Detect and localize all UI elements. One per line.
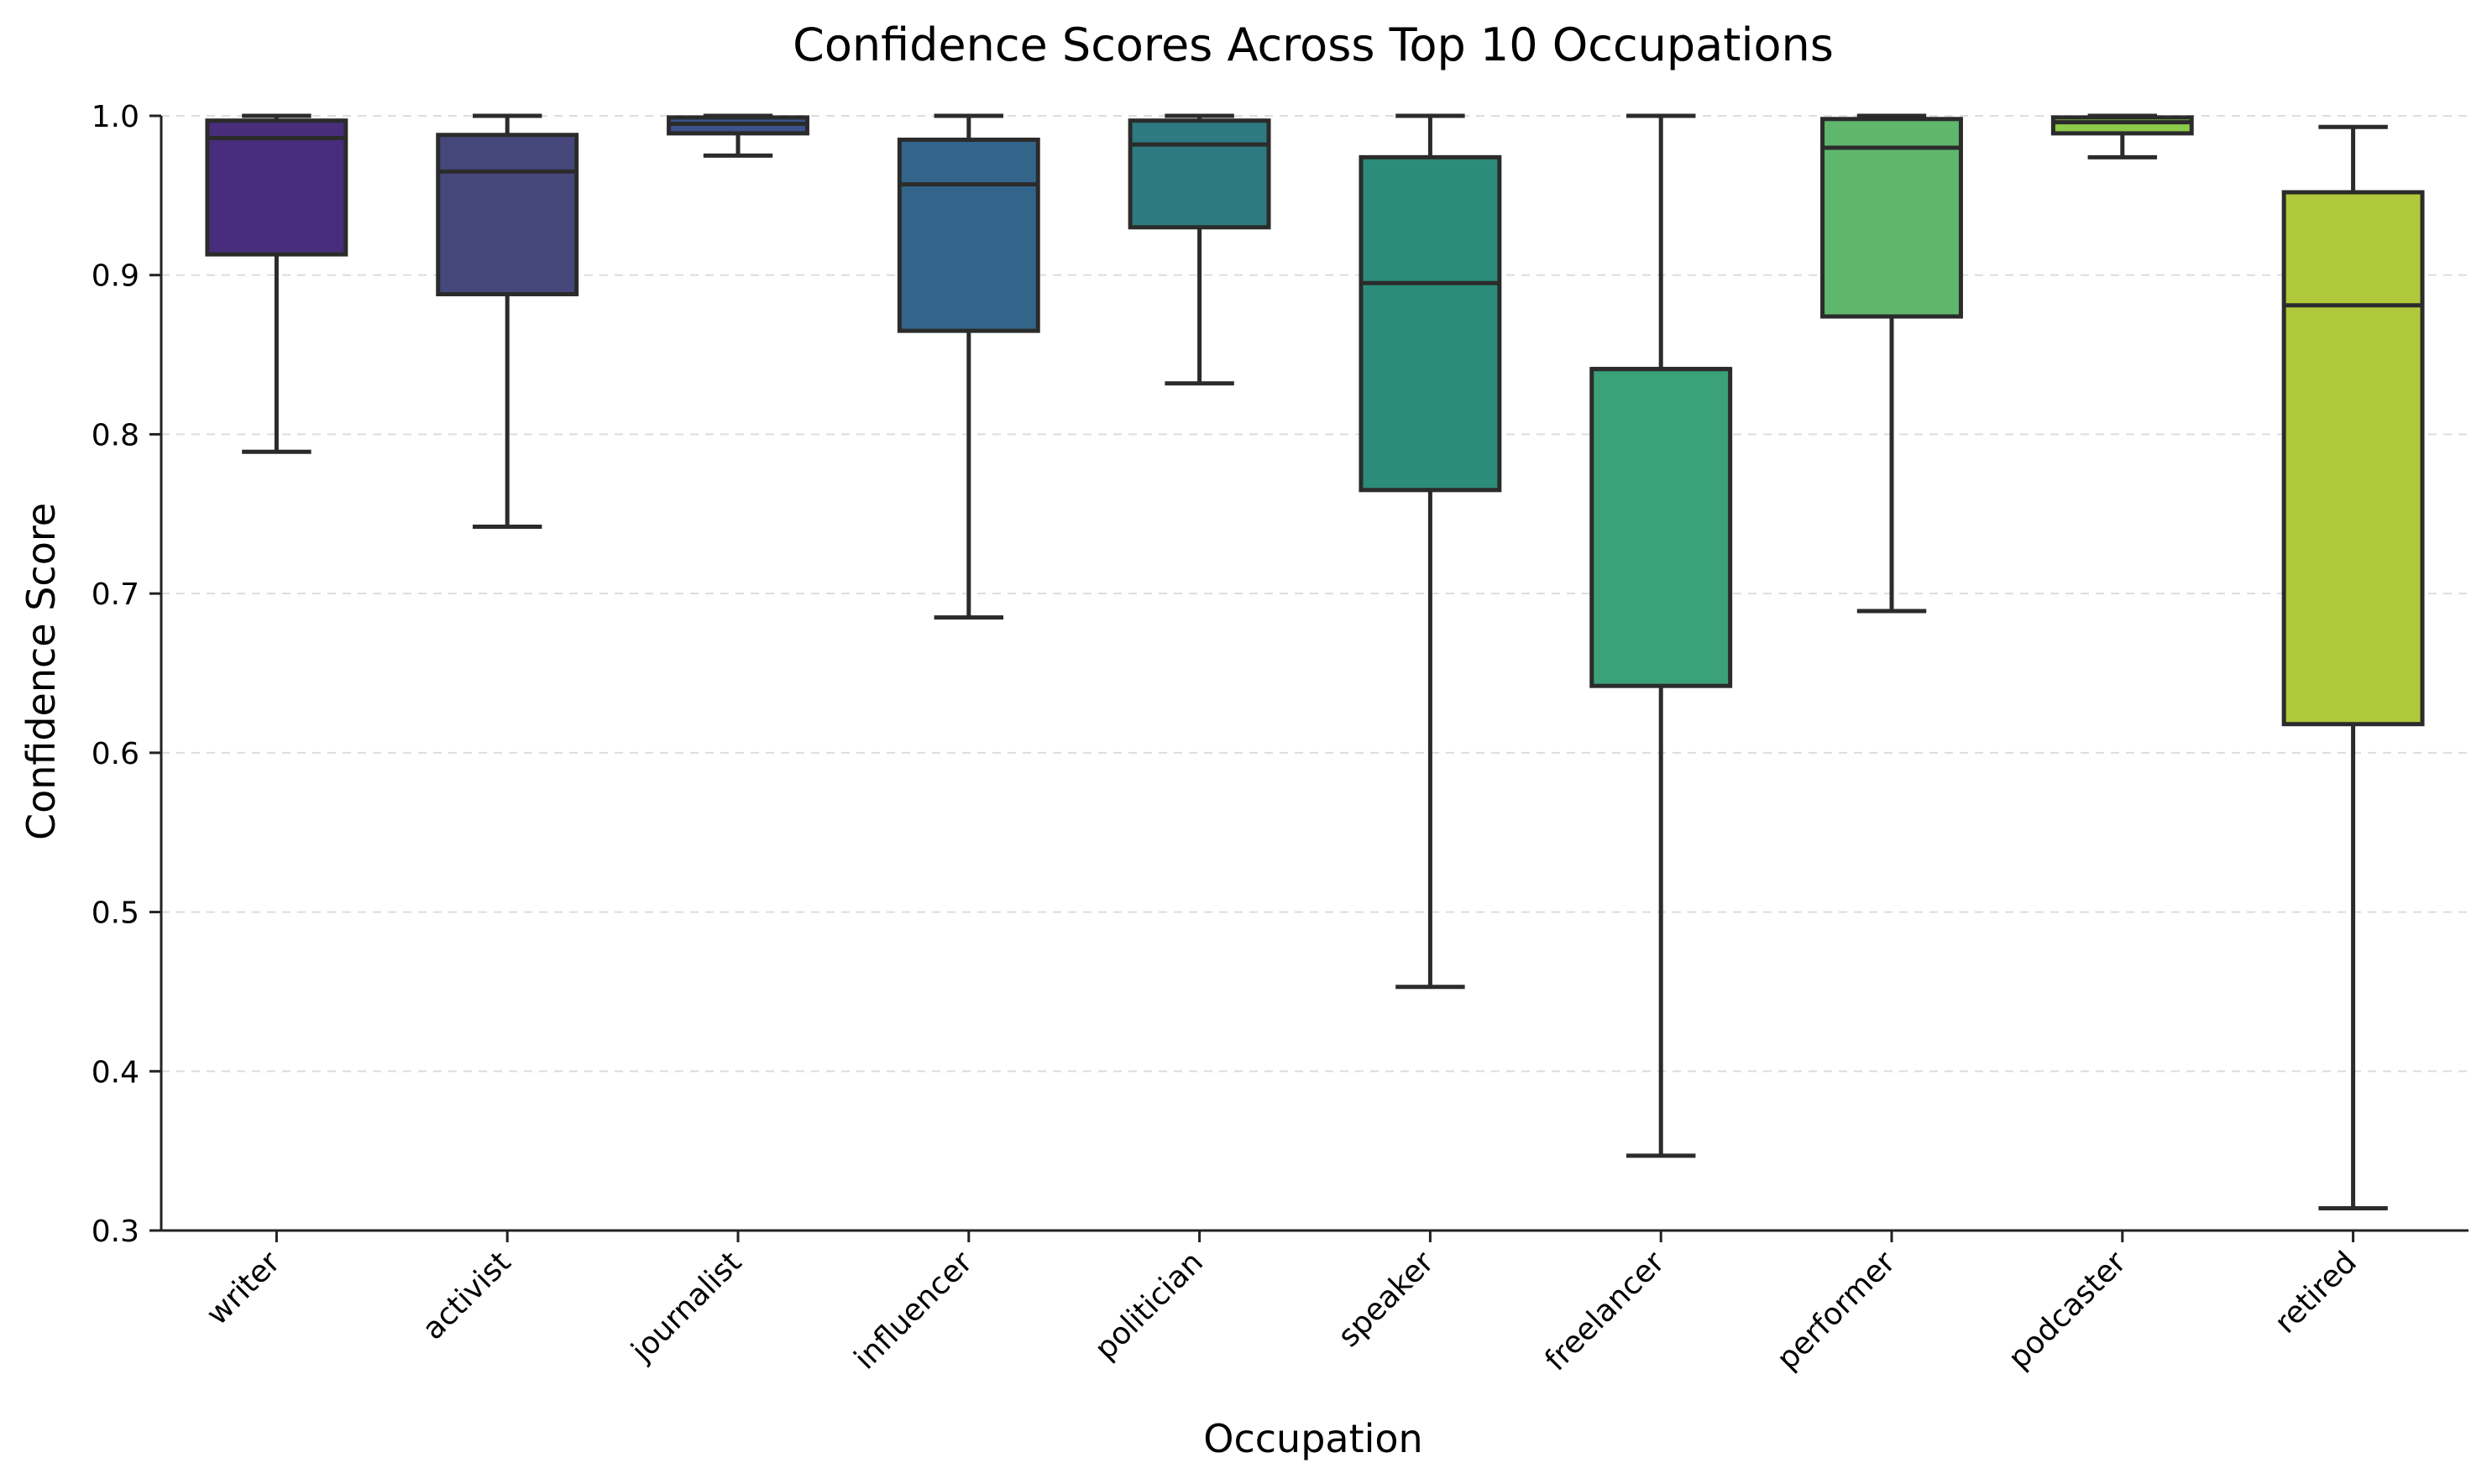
y-tick-label: 0.8 [92,418,139,452]
x-tick-label: writer [200,1245,287,1332]
box-podcaster [2050,113,2194,159]
y-tick-label: 0.3 [92,1215,139,1249]
box-politician [1128,113,1271,386]
x-tick-label: performer [1771,1245,1903,1377]
box-retired [2281,124,2425,1210]
iqr-box-activist [436,133,579,296]
box-layer [205,113,2425,1210]
x-tick-label: journalist [625,1245,749,1369]
chart-title: Confidence Scores Across Top 10 Occupati… [793,18,1834,71]
y-tick-label: 0.6 [92,737,139,771]
box-influencer [897,113,1040,620]
box-freelancer [1589,113,1733,1158]
x-tick-label: activist [416,1245,518,1346]
iqr-box-politician [1128,118,1271,230]
iqr-box-performer [1820,117,1963,319]
x-tick-label: podcaster [2002,1245,2133,1376]
x-tick-label: retired [2269,1245,2364,1340]
iqr-box-retired [2281,190,2425,727]
box-activist [436,113,579,529]
y-tick-label: 1.0 [92,100,139,134]
iqr-box-podcaster [2050,115,2194,136]
y-axis-label: Confidence Score [18,503,64,840]
iqr-box-influencer [897,137,1040,333]
y-tick-label: 0.4 [92,1055,139,1089]
x-axis-label: Occupation [1203,1416,1422,1461]
x-tick-label: influencer [848,1245,979,1376]
box-writer [205,113,348,454]
y-tick-label: 0.9 [92,259,139,294]
box-speaker [1359,113,1502,990]
x-tick-label: speaker [1332,1245,1441,1354]
iqr-box-freelancer [1589,367,1733,688]
box-performer [1820,113,1963,614]
x-tick-label: politician [1088,1245,1210,1366]
y-tick-label: 0.7 [92,577,139,612]
x-tick-label: freelancer [1538,1245,1671,1377]
box-journalist [667,113,809,158]
iqr-box-writer [205,118,348,257]
iqr-box-speaker [1359,154,1502,493]
y-tick-label: 0.5 [92,896,139,931]
